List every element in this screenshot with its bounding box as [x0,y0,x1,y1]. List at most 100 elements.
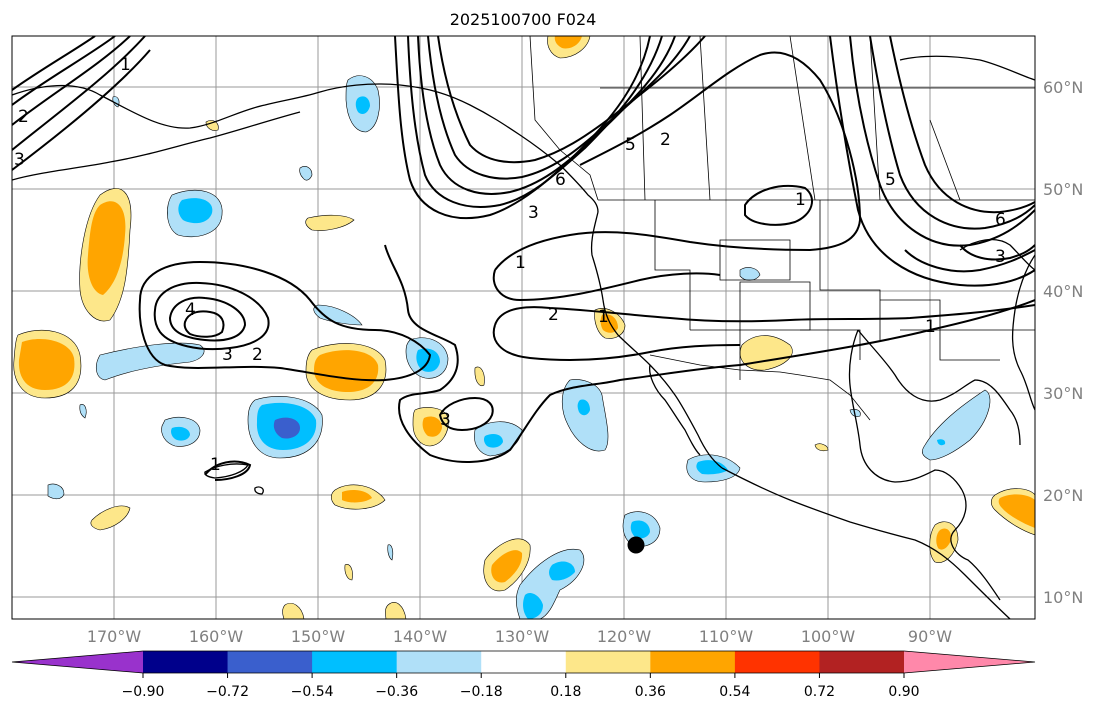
colorbar-tick-label: 0.72 [804,684,835,700]
colorbar-tick-label: 0.18 [550,684,581,700]
lat-label: 50°N [1043,180,1083,199]
contour-line [12,36,96,91]
colorbar-segment [734,651,820,673]
lon-labels: 170°W 160°W 150°W 140°W 130°W 120°W 110°… [87,627,952,646]
contour-label: 1 [925,317,936,337]
contour-line [437,36,706,164]
map-title: 2025100700 F024 [450,10,597,29]
contour-label: 3 [995,247,1006,267]
map-frame [11,35,1036,620]
contour-line [12,36,131,126]
border-us-mexico [649,354,871,421]
shade-positive-strong [87,201,126,295]
shade-negative [79,404,87,419]
shade-negative-strong [577,399,590,416]
coast-us-west [602,299,723,469]
colorbar-segment [143,651,229,673]
coast-bc [590,211,604,301]
shade-positive [305,214,355,231]
border-state-5 [690,329,741,380]
contour-line [12,36,116,106]
contour-label: 2 [660,130,671,150]
contour-label: 6 [995,210,1006,230]
contour-line [438,396,494,432]
contour-label: 1 [515,253,526,273]
shade-positive [385,602,407,619]
colorbar-tick-label: 0.36 [635,684,666,700]
shade-negative-strong [630,520,650,539]
shade-negative-strong [171,426,190,441]
coast-alaska-peninsula [12,111,301,181]
colorbar-tick-label: −0.90 [122,684,165,700]
colorbar-segment [312,651,398,673]
lat-label: 30°N [1043,384,1083,403]
colorbar-tick-label: 0.54 [719,684,750,700]
colorbar-extend-low [12,651,143,673]
lon-label: 100°W [801,627,856,646]
shade-positive [282,602,305,619]
contour-label: 2 [18,107,29,127]
lon-label: 120°W [597,627,652,646]
lon-label: 130°W [495,627,550,646]
shade-negative [299,166,313,181]
colorbar-segment [650,651,736,673]
border-state-2 [719,239,791,281]
shade-positive-strong [422,416,442,437]
island-hawaii [204,463,250,479]
colorbar-tick-label: 0.90 [888,684,919,700]
colorbar-segment [227,651,313,673]
colorbar-tick-label: −0.72 [206,684,249,700]
contour-line [849,36,1035,247]
lat-label: 40°N [1043,282,1083,301]
contour-line [138,260,432,382]
border-state-1 [654,200,691,330]
storm-position-marker [627,536,645,554]
colorbar-segment [565,651,651,673]
contour-line [959,244,1035,261]
shade-negative [739,267,761,281]
contour-label: 4 [185,300,196,320]
lon-label: 110°W [699,627,754,646]
coast-mexico-pacific [721,467,1011,619]
shade-positive-strong [936,528,952,550]
shade-negative [561,379,609,452]
shade-positive [344,564,353,581]
lon-label: 140°W [393,627,448,646]
contour-line [153,281,270,351]
shade-negative-core [273,417,300,439]
coast-alaska [12,83,599,213]
map-area: 3 2 1 3 2 6 5 2 3 1 2 1 1 1 3 6 4 5 3 1 [12,36,1035,619]
lon-label: 150°W [291,627,346,646]
shade-negative [313,304,363,326]
contour-label: 1 [795,190,806,210]
colorbar-extend-high [904,651,1035,673]
contour-line [204,460,252,481]
shade-positive-strong [491,550,523,583]
contour-line [168,296,247,342]
shade-negative-strong [937,439,946,446]
coast-gulf [857,329,1021,446]
shaded-field [13,36,1035,619]
coast-canada-east [959,238,1035,271]
shade-negative [96,342,205,381]
lon-label: 160°W [189,627,244,646]
colorbar-tick-label: −0.36 [375,684,418,700]
lat-label: 10°N [1043,588,1083,607]
shade-positive [474,366,485,387]
contour-line [183,310,225,338]
shade-negative [47,483,65,500]
contour-line [889,36,1035,214]
shade-negative-strong [696,460,728,475]
shade-negative-strong [523,593,543,619]
colorbar-tick-label: −0.54 [291,684,334,700]
contour-label: 2 [548,305,559,325]
colorbar-segment [396,651,482,673]
colorbar-tick-label: −0.18 [460,684,503,700]
coast-central-america [950,489,1001,601]
colorbar-segment [481,651,567,673]
contour-label: 3 [14,150,25,170]
contour-lines [12,36,1035,481]
contour-label: 2 [252,345,263,365]
contour-line [904,249,1035,273]
